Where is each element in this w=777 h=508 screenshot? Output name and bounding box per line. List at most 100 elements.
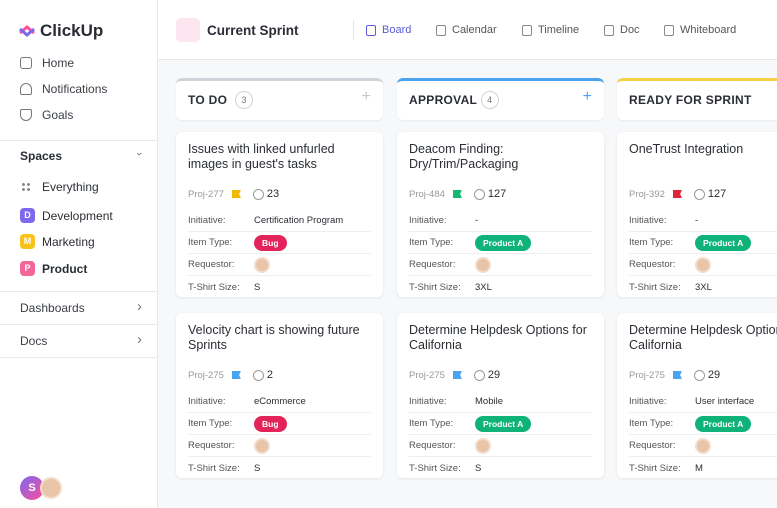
card-title: Determine Helpdesk Options for Californi… [629, 323, 777, 352]
field-row: T-Shirt Size: S [188, 457, 371, 479]
field-label: Item Type: [409, 237, 454, 248]
card-id: Proj-275 [188, 369, 224, 381]
divider [0, 324, 158, 325]
space-item[interactable]: Product [42, 262, 88, 276]
space-item[interactable]: Everything [42, 180, 99, 194]
item-type: Product A [475, 415, 532, 432]
section[interactable]: Docs [20, 334, 48, 348]
points: 127 [487, 188, 507, 200]
divider [0, 357, 158, 358]
space-item[interactable]: Marketing [42, 235, 95, 249]
space-item[interactable]: Development [42, 209, 113, 223]
divider [0, 140, 158, 141]
add-button[interactable]: + [361, 88, 371, 105]
flag [452, 190, 462, 198]
card-title: Issues with linked unfurled images in gu… [188, 142, 335, 171]
points-icon [473, 369, 485, 381]
requestor-avatar [254, 256, 270, 273]
section[interactable]: Dashboards [20, 301, 85, 315]
points-icon [693, 369, 705, 381]
tab-icon [436, 25, 446, 36]
card[interactable]: Determine Helpdesk Options for Californi… [397, 313, 604, 478]
card-id: Proj-277 [188, 188, 224, 200]
card-title: Deacom Finding: Dry/Trim/Packaging [409, 142, 519, 171]
field-row: Initiative: Mobile [409, 391, 592, 413]
field-label: Requestor: [629, 259, 676, 270]
size: S [254, 281, 261, 293]
initiative: User interface [695, 396, 755, 407]
size: 3XL [475, 281, 492, 293]
field-row: Initiative: - [409, 210, 592, 232]
spaces-title[interactable]: Spaces [20, 149, 63, 163]
field-label: Item Type: [188, 237, 233, 248]
field-label: Requestor: [188, 440, 235, 451]
card-title: Velocity chart is showing future Sprints [188, 323, 360, 352]
tab[interactable]: Whiteboard [680, 24, 737, 36]
fields: Initiative: eCommerce Item Type: Bug Request… [188, 391, 371, 479]
card-title: Determine Helpdesk Options for Californi… [409, 323, 587, 352]
column-header: APPROVAL 4 + [397, 78, 604, 120]
item-type: Bug [254, 234, 287, 251]
tab[interactable]: Timeline [538, 24, 580, 36]
tab[interactable]: Calendar [452, 24, 497, 36]
field-row: Initiative: eCommerce [188, 391, 371, 413]
icon [20, 57, 32, 69]
add-button[interactable]: + [582, 88, 592, 105]
card-title: OneTrust Integration [629, 142, 744, 156]
card[interactable]: Velocity chart is showing future Sprints… [176, 313, 383, 478]
field-label: T-Shirt Size: [629, 462, 681, 474]
item-type: Bug [254, 415, 287, 432]
field-row: Requestor: [409, 435, 592, 457]
field-row: Requestor: [629, 254, 777, 276]
tab-icon [366, 25, 376, 36]
card[interactable]: Issues with linked unfurled images in gu… [176, 132, 383, 297]
card-meta: Proj-275 29 [629, 363, 777, 387]
column-title: TO DO [188, 93, 228, 107]
tab[interactable]: Board [382, 24, 412, 36]
column-header: TO DO 3 + [176, 78, 383, 120]
field-label: Requestor: [188, 259, 235, 270]
tab[interactable]: Doc [620, 24, 640, 36]
points: 29 [487, 369, 501, 381]
flag [672, 371, 682, 379]
points: 2 [266, 369, 274, 381]
field-label: T-Shirt Size: [409, 281, 461, 293]
card-meta: Proj-275 29 [409, 363, 592, 387]
size: S [475, 462, 482, 474]
points-icon [252, 369, 264, 381]
card[interactable]: Deacom Finding: Dry/Trim/Packaging Proj-4… [397, 132, 604, 297]
requestor-avatar [254, 437, 270, 454]
points: 23 [266, 188, 280, 200]
card-meta: Proj-484 127 [409, 182, 592, 206]
icon [20, 83, 32, 95]
field-row: Initiative: User interface [629, 391, 777, 413]
field-label: T-Shirt Size: [409, 462, 461, 474]
column-count: 3 [235, 91, 253, 109]
nav-item[interactable]: Notifications [42, 82, 108, 96]
card-id: Proj-392 [629, 188, 665, 200]
card[interactable]: OneTrust Integration Proj-392 127 Initiativ… [617, 132, 777, 297]
tab-icon [664, 25, 674, 36]
chevron: › [132, 152, 145, 156]
field-row: T-Shirt Size: 3XL [629, 276, 777, 298]
field-label: Initiative: [629, 396, 667, 407]
field-row: T-Shirt Size: S [188, 276, 371, 298]
card[interactable]: Determine Helpdesk Options for Californi… [617, 313, 777, 478]
field-label: T-Shirt Size: [629, 281, 681, 293]
field-row: Initiative: Certification Program [188, 210, 371, 232]
sprint-icon [176, 18, 200, 42]
field-row: Requestor: [629, 435, 777, 457]
size: 3XL [695, 281, 712, 293]
user-photo [40, 477, 62, 499]
field-label: Requestor: [409, 259, 456, 270]
tab-icon [522, 25, 532, 36]
column-title: READY FOR SPRINT [629, 93, 752, 107]
nav-item[interactable]: Goals [42, 108, 74, 122]
field-label: Item Type: [409, 418, 454, 429]
field-row: Item Type: Product A [409, 413, 592, 435]
card-id: Proj-484 [409, 188, 445, 200]
nav-item[interactable]: Home [42, 56, 75, 70]
size: S [254, 462, 261, 474]
space-icon [21, 182, 31, 192]
